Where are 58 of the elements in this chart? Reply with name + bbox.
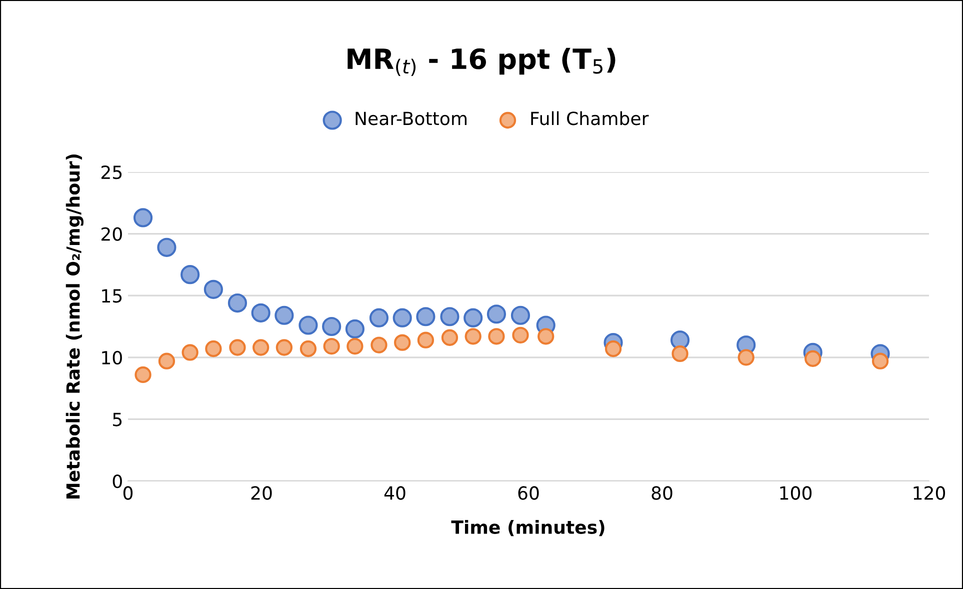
point — [157, 238, 176, 257]
y-tick-label: 25 — [101, 165, 122, 180]
legend-label: Full Chamber — [531, 111, 649, 126]
point — [416, 307, 436, 326]
point — [464, 328, 482, 345]
point — [229, 339, 246, 356]
point — [228, 293, 248, 313]
x-tick-label: 40 — [384, 486, 406, 500]
point — [251, 303, 270, 322]
y-tick-label: 15 — [102, 289, 122, 303]
y-axis-title: Metabolic Rate (nmol O₂/mg/hour) — [66, 154, 84, 498]
point — [488, 328, 505, 345]
point — [298, 316, 318, 335]
point — [538, 328, 554, 345]
point — [180, 265, 200, 284]
point — [672, 345, 688, 362]
point — [300, 340, 317, 358]
point — [804, 350, 822, 367]
point — [134, 366, 152, 384]
x-tick-label: 100 — [780, 486, 812, 500]
point — [323, 338, 340, 355]
point — [512, 326, 529, 344]
y-tick-label: 20 — [101, 227, 122, 241]
point — [441, 329, 458, 346]
point — [276, 339, 293, 356]
point — [394, 334, 411, 351]
x-tick-label: 60 — [518, 486, 539, 500]
point — [738, 349, 754, 366]
point — [182, 344, 198, 361]
point — [392, 308, 412, 328]
point — [417, 332, 434, 348]
y-tick-label: 5 — [113, 412, 122, 426]
y-tick-label: 10 — [102, 350, 122, 365]
point — [204, 280, 223, 299]
point — [345, 319, 364, 339]
x-tick-label: 120 — [914, 486, 946, 500]
point — [370, 336, 388, 354]
point — [274, 306, 294, 325]
legend-label: Near-Bottom — [356, 112, 466, 126]
chart-title: MR$_{(t)}$ - 16 ppt (T$_{5}$) — [348, 48, 616, 76]
point — [464, 308, 483, 328]
point — [322, 316, 342, 336]
point — [872, 352, 889, 370]
x-tick-label: 0 — [123, 486, 133, 500]
point — [158, 352, 176, 370]
point — [604, 340, 622, 358]
x-axis-title: Time (minutes) — [451, 520, 604, 536]
point — [369, 308, 389, 328]
point — [133, 208, 153, 228]
point — [252, 339, 270, 356]
point — [486, 304, 506, 324]
point — [510, 306, 530, 325]
y-tick-label: 0 — [112, 474, 122, 488]
point — [346, 338, 364, 355]
x-tick-label: 20 — [251, 486, 272, 500]
point — [440, 307, 460, 326]
point — [205, 340, 222, 358]
x-tick-label: 80 — [652, 486, 672, 500]
